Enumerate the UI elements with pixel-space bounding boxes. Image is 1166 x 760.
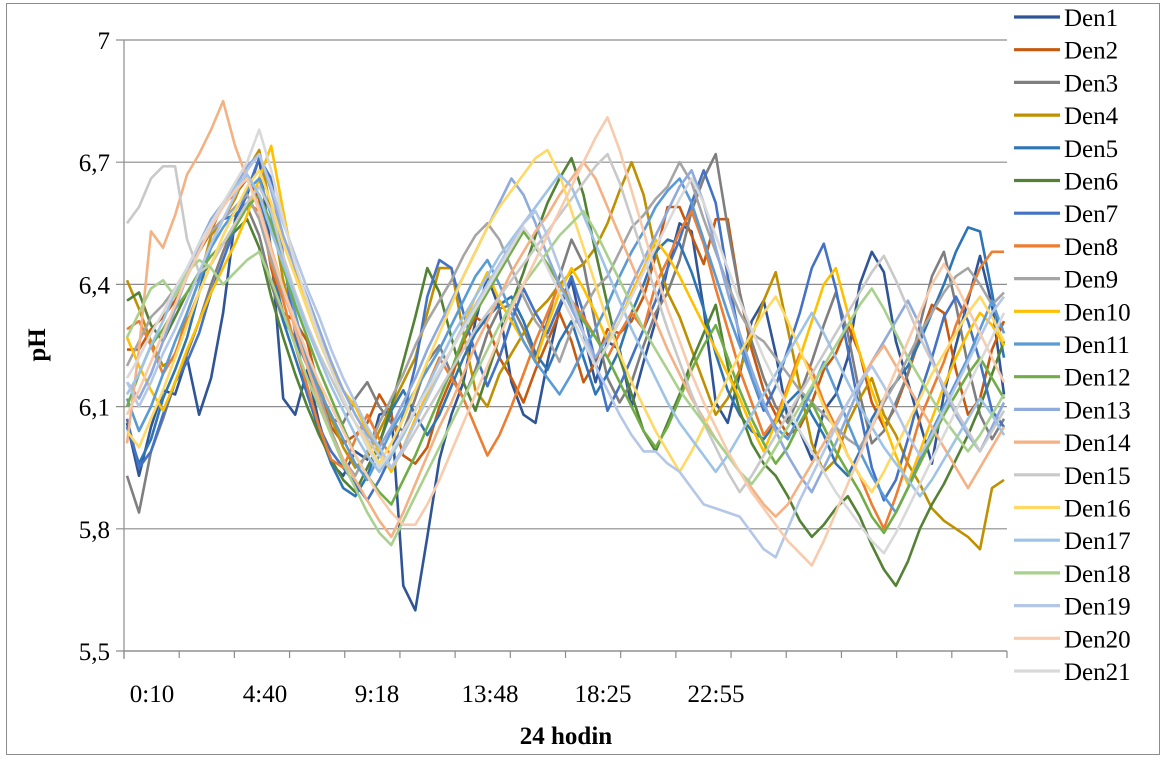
x-axis-title: 24 hodin — [520, 723, 613, 750]
series-line-den16 — [125, 148, 1006, 494]
series-lines — [125, 99, 1006, 612]
x-tick-label: 4:40 — [243, 681, 287, 708]
gridlines — [116, 39, 1007, 652]
series-line-den21 — [125, 128, 1006, 555]
legend-label: Den13 — [1064, 397, 1131, 424]
legend-label: Den4 — [1064, 103, 1119, 130]
legend-label: Den20 — [1064, 626, 1131, 653]
legend: Den1 Den2 Den3 Den4 Den5 Den6 Den7 Den8 Den9 Den1… — [1014, 5, 1131, 686]
x-tick-label: 18:25 — [575, 681, 632, 708]
legend-label: Den19 — [1064, 594, 1131, 621]
y-tick-labels: 5,5 5,8 6,1 6,4 6,7 7 — [79, 28, 111, 666]
y-tick-label: 6,4 — [79, 272, 111, 299]
legend-label: Den10 — [1064, 299, 1131, 326]
legend-label: Den9 — [1064, 267, 1118, 294]
x-tick-label: 13:48 — [462, 681, 519, 708]
x-tick-label: 0:10 — [130, 681, 174, 708]
legend-label: Den1 — [1064, 5, 1118, 32]
legend-label: Den8 — [1064, 234, 1118, 261]
y-axis-title: pH — [24, 328, 51, 362]
y-tick-label: 6,1 — [79, 395, 110, 422]
x-tick-label: 22:55 — [688, 681, 745, 708]
legend-label: Den6 — [1064, 169, 1118, 196]
legend-label: Den2 — [1064, 38, 1118, 65]
legend-label: Den12 — [1064, 365, 1131, 392]
legend-label: Den14 — [1064, 430, 1131, 457]
legend-label: Den7 — [1064, 201, 1118, 228]
y-tick-label: 7 — [98, 28, 111, 55]
y-tick-label: 6,7 — [79, 150, 110, 177]
legend-label: Den5 — [1064, 136, 1118, 163]
series-line-den17 — [125, 173, 1006, 498]
legend-label: Den21 — [1064, 659, 1131, 686]
series-line-den20 — [125, 116, 1006, 567]
series-line-den19 — [125, 152, 1006, 559]
x-axis — [123, 40, 1008, 659]
series-line-den15 — [125, 152, 1006, 494]
series-line-den13 — [125, 152, 1006, 494]
x-tick-labels: 0:10 4:40 9:18 13:48 18:25 22:55 — [130, 681, 745, 708]
legend-label: Den17 — [1064, 528, 1131, 555]
legend-label: Den3 — [1064, 70, 1118, 97]
legend-label: Den16 — [1064, 496, 1131, 523]
series-line-den18 — [125, 209, 1006, 547]
legend-label: Den18 — [1064, 561, 1131, 588]
legend-label: Den11 — [1064, 332, 1130, 359]
legend-label: Den15 — [1064, 463, 1131, 490]
series-line-den6 — [126, 156, 1006, 588]
y-tick-label: 5,5 — [79, 639, 110, 666]
series-line-den10 — [125, 144, 1006, 486]
x-tick-label: 9:18 — [355, 681, 399, 708]
y-tick-label: 5,8 — [79, 517, 110, 544]
